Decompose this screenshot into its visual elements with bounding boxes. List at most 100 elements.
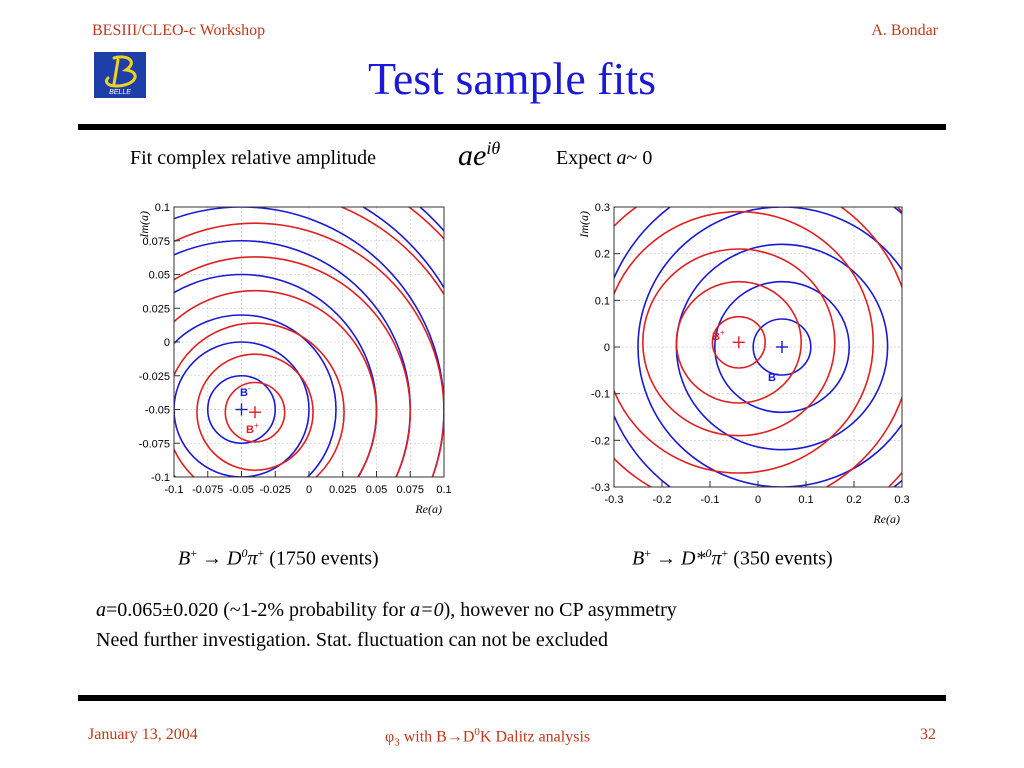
cap1-arrow: →	[202, 547, 222, 570]
contour-bplus	[614, 210, 874, 474]
plot-contours	[614, 207, 902, 487]
y-tick-label: 0	[604, 342, 610, 354]
belle-logo: BELLE	[94, 52, 146, 98]
x-tick-label: 0.1	[798, 494, 813, 506]
b-label-sup: +	[720, 328, 725, 337]
footer-topic-a: with B	[399, 728, 447, 746]
cap2-pi-sup: +	[721, 546, 729, 560]
b-label-sup: -	[776, 369, 779, 378]
contour-bplus	[196, 353, 314, 472]
y-tick-label: -0.05	[145, 405, 170, 417]
x-tick-label: -0.1	[701, 494, 720, 506]
contour-bplus	[174, 256, 412, 477]
logo-background	[94, 52, 146, 98]
x-tick-label: 0.2	[846, 494, 861, 506]
statement-text: Fit complex relative amplitude	[130, 147, 377, 169]
logo-glyph	[104, 55, 137, 88]
x-tick-label: -0.2	[653, 494, 672, 506]
bottom-divider	[78, 695, 946, 701]
cap1-b-sup: +	[190, 546, 197, 560]
cap1-events: (1750 events)	[269, 547, 379, 570]
top-divider	[78, 124, 946, 130]
y-tick-label: -0.2	[591, 435, 610, 447]
cap2-b-sup: +	[644, 546, 651, 560]
caption-dstarpi: B+ → D*0π+ (350 events)	[632, 546, 833, 571]
contour-bplus	[174, 222, 444, 477]
footer-phi: φ	[385, 728, 395, 746]
footer-date: January 13, 2004	[88, 726, 198, 743]
plot-contours	[174, 207, 444, 477]
conclusion-cond: a=0	[410, 599, 444, 621]
cap2-arrow: →	[656, 547, 676, 570]
expect-prefix: Expect	[556, 147, 617, 169]
logo-text: BELLE	[109, 89, 131, 96]
y-axis-label: Im(a)	[577, 211, 591, 239]
b-label: B	[240, 387, 248, 399]
expect-var: a	[616, 147, 627, 169]
x-axis-label: Re(a)	[414, 502, 442, 516]
footer-topic-d: D	[462, 728, 475, 746]
x-tick-label: 0	[306, 484, 312, 496]
footer-arrow: →	[446, 728, 463, 746]
y-tick-label: -0.1	[591, 389, 610, 401]
formula-exponent: iθ	[486, 138, 501, 158]
conclusion-rest: ), however no CP asymmetry	[443, 599, 677, 621]
b-label: B	[712, 331, 720, 343]
contour-bplus	[224, 381, 286, 443]
x-tick-label: 0.075	[396, 484, 424, 496]
x-tick-label: 0.1	[436, 484, 451, 496]
y-tick-label: 0.025	[142, 303, 170, 315]
cap2-d-sup: 0	[705, 546, 712, 560]
y-tick-label: -0.1	[151, 472, 170, 484]
cap1-pi: π	[247, 547, 258, 570]
x-tick-label: -0.025	[260, 484, 291, 496]
contour-bplus	[174, 322, 345, 477]
x-tick-label: 0.025	[329, 484, 357, 496]
contour-bminus	[206, 374, 277, 445]
footer-topic: φ3 with B→D0K Dalitz analysis	[385, 726, 590, 749]
b-label-sup: +	[254, 421, 259, 430]
header-author: A. Bondar	[871, 22, 938, 39]
expect-suffix: ~ 0	[626, 147, 653, 169]
cap2-d: D*	[681, 547, 706, 570]
contour-bminus	[174, 314, 337, 477]
cap2-pi: π	[711, 547, 722, 570]
cap1-d-sup: 0	[241, 546, 248, 560]
y-tick-label: -0.075	[139, 438, 170, 450]
cap2-b: B	[632, 547, 645, 570]
cap1-d: D	[227, 547, 242, 570]
cap1-b: B	[178, 547, 191, 570]
header-workshop: BESIII/CLEO-c Workshop	[92, 22, 266, 39]
contour-bplus	[711, 315, 767, 369]
y-tick-label: -0.025	[139, 371, 170, 383]
x-tick-label: -0.1	[165, 484, 184, 496]
contour-bplus	[675, 280, 803, 404]
contour-bplus	[174, 289, 378, 477]
footer-topic-b: K Dalitz analysis	[479, 728, 591, 746]
x-tick-label: -0.075	[192, 484, 223, 496]
b-label: B	[246, 424, 254, 436]
contour-bminus	[174, 341, 310, 477]
contour-bminus	[714, 280, 850, 414]
y-tick-label: -0.3	[591, 482, 610, 494]
y-tick-label: 0.1	[155, 202, 170, 214]
x-tick-label: -0.3	[605, 494, 624, 506]
contour-plot-dpi: -0.1 -0.075 -0.05 -0.025 0 0.025 0.05 0.075 0.1-…	[137, 202, 452, 516]
formula-base: ae	[458, 139, 487, 172]
contour-bminus	[637, 207, 902, 487]
y-tick-label: 0.3	[595, 202, 610, 214]
b-label: B	[768, 372, 776, 384]
footer-d-sup: 0	[474, 726, 480, 738]
y-tick-label: 0.2	[595, 249, 610, 261]
contour-plot-dstarpi: -0.3 -0.2 -0.1 0 0.1 0.2 0.3-0.3-0.2-0.100.10.…	[577, 202, 910, 526]
cap1-pi-sup: +	[257, 546, 265, 560]
x-tick-label: 0.3	[894, 494, 909, 506]
contour-bminus	[752, 318, 812, 376]
contour-bplus	[642, 248, 836, 437]
footer-page-number: 32	[920, 726, 936, 743]
x-tick-label: -0.05	[229, 484, 254, 496]
b-label-sup: -	[248, 384, 251, 393]
y-tick-label: 0.05	[149, 270, 170, 282]
conclusion-line-2: Need further investigation. Stat. fluctu…	[96, 629, 609, 651]
conclusion-value: =0.065±0.020 (~1-2% probability for	[106, 599, 411, 621]
